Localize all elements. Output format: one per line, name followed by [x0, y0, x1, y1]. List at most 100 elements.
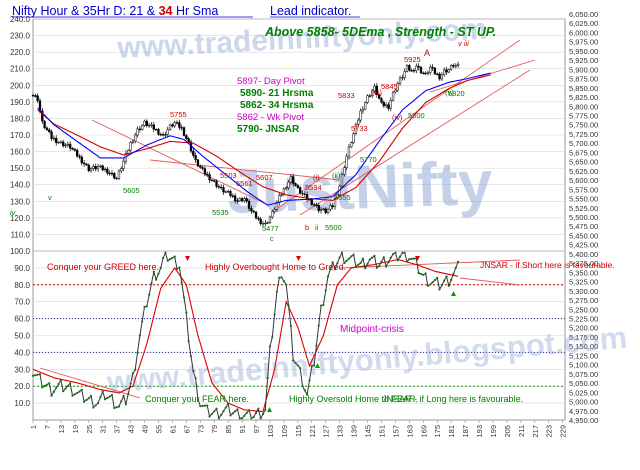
y-tick-label-right: 5,625.00	[569, 167, 598, 176]
oscillator-point	[159, 266, 162, 269]
y-tick-label-right: 5,900.00	[569, 65, 598, 74]
candle-body	[173, 122, 176, 127]
candle-body	[317, 205, 320, 211]
candle-body	[166, 129, 169, 135]
candle-body	[250, 208, 253, 212]
oscillator-point	[57, 382, 60, 386]
candle-body	[373, 85, 376, 92]
candle-body	[62, 141, 65, 147]
oscillator-point	[268, 345, 272, 348]
oscillator-point	[120, 400, 123, 403]
y-tick-label-right: 5,450.00	[569, 231, 598, 240]
y-tick-label-right: 5,875.00	[569, 75, 598, 84]
oscillator-point	[322, 303, 325, 307]
ann-v: v	[48, 193, 53, 202]
oscillator-point	[331, 261, 334, 264]
oscillator-point	[71, 394, 74, 397]
candle-body	[252, 210, 255, 213]
candle-body	[452, 65, 455, 67]
y-tick-label-right: 5,000.00	[569, 398, 598, 407]
ann-iv-paren: (iv)	[392, 113, 403, 122]
y-tick-label-lower: 100.0	[10, 247, 31, 256]
candle-body	[161, 134, 165, 136]
x-tick-label: 175	[433, 425, 442, 438]
y-tick-label-right: 5,675.00	[569, 148, 598, 157]
candle-body	[229, 191, 232, 196]
ann-5800: 5800	[408, 111, 425, 120]
candle-body	[236, 200, 239, 202]
y-tick-label-upper: 150.0	[10, 164, 31, 173]
title-part-1: Nifty Hour & 35Hr D: 21 &	[12, 4, 159, 18]
candle-body	[289, 176, 293, 183]
oscillator-point	[157, 272, 160, 275]
oscillator-point	[405, 260, 409, 263]
oscillator-point	[222, 410, 225, 413]
series-line-oscillator	[32, 251, 459, 420]
oscillator-point	[166, 259, 169, 262]
oscillator-point	[387, 261, 390, 264]
ann-5535: 5535	[212, 208, 229, 217]
oscillator-point	[366, 262, 369, 265]
oscillator-point	[189, 355, 193, 358]
candle-body	[292, 176, 295, 184]
oscillator-point	[34, 374, 37, 377]
oscillator-point	[180, 281, 183, 284]
y-tick-label-right: 5,600.00	[569, 176, 598, 185]
candle-body	[213, 180, 216, 182]
candle-body	[238, 198, 241, 202]
oscillator-point	[292, 359, 295, 362]
candle-body	[299, 187, 302, 194]
oscillator-point	[171, 256, 174, 260]
candle-body	[187, 138, 190, 143]
oscillator-point	[92, 406, 95, 409]
oscillator-point	[408, 258, 411, 261]
candle-body	[268, 216, 272, 223]
candle-body	[364, 102, 367, 110]
y-tick-label-upper: 200.0	[10, 81, 31, 90]
y-tick-label-right: 5,650.00	[569, 158, 598, 167]
oscillator-point	[294, 361, 297, 365]
candle-body	[371, 90, 374, 96]
x-tick-label: 115	[294, 425, 303, 437]
oscillator-point	[178, 266, 181, 269]
candle-body	[199, 165, 202, 168]
oscillator-point	[85, 398, 88, 402]
oscillator-point	[271, 336, 274, 339]
y-tick-label-upper: 230.0	[10, 32, 31, 41]
oscillator-point	[87, 397, 90, 400]
note-jnsar-short: JNSAR - if Short here is favourable.	[480, 260, 615, 270]
oscillator-point	[306, 393, 309, 396]
candle-body	[78, 155, 81, 158]
oscillator-point	[308, 379, 311, 382]
candle-body	[45, 127, 49, 131]
oscillator-point	[452, 272, 455, 275]
oscillator-point	[261, 412, 265, 416]
candle-body	[326, 208, 330, 214]
oscillator-point	[317, 324, 320, 327]
candle-body	[96, 166, 100, 170]
x-tick-label: 199	[489, 425, 498, 438]
ann-5605: 5605	[123, 186, 140, 195]
candle-body	[103, 168, 107, 171]
oscillator-point	[122, 394, 125, 397]
signal-arrows	[185, 256, 456, 412]
candle-body	[138, 128, 142, 130]
candle-body	[359, 110, 362, 121]
candle-body	[443, 69, 446, 75]
candle-body	[136, 128, 139, 136]
chart-title: Nifty Hour & 35Hr D: 21 & 34 Hr Sma	[12, 4, 218, 18]
ann-5733: 5733	[351, 124, 368, 133]
y-tick-label-upper: 240.0	[10, 15, 31, 24]
x-tick-label: 181	[447, 425, 456, 438]
ann-i-small: (i)	[313, 173, 320, 182]
candle-body	[394, 89, 397, 93]
candle-body	[131, 140, 135, 143]
ann-v-paren: (v)	[445, 88, 454, 97]
arrow-down-2	[296, 256, 301, 261]
series-line-21hr-sma	[37, 72, 491, 206]
candle-body	[152, 124, 155, 130]
oscillator-point	[234, 410, 237, 413]
candle-body	[424, 72, 427, 75]
oscillator-point	[347, 257, 351, 260]
x-tick-label: 43	[127, 425, 136, 433]
